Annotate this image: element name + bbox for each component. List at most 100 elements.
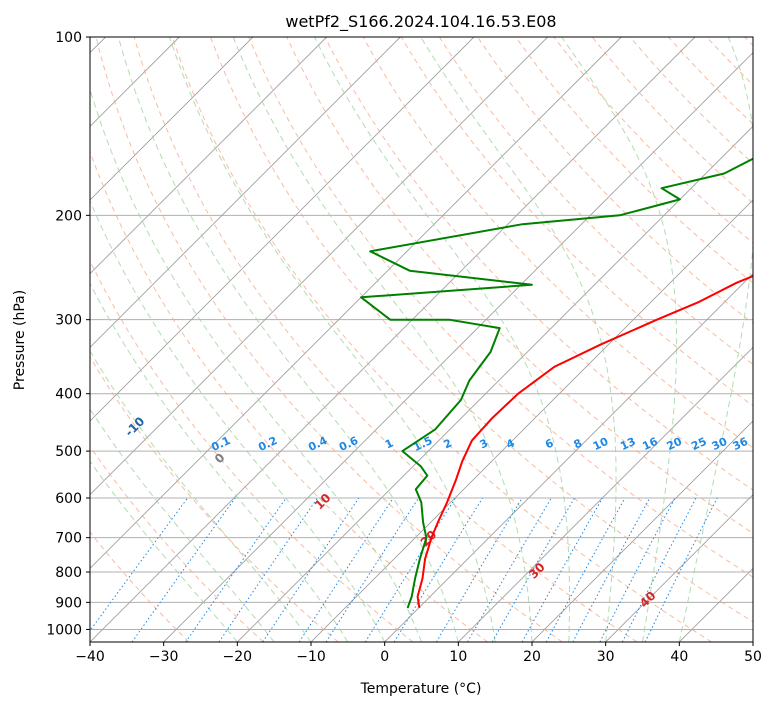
x-tick-label: 0 bbox=[380, 649, 389, 665]
dry-adiabat-line bbox=[133, 37, 638, 642]
y-tick-label: 1000 bbox=[46, 622, 82, 638]
temperature-profile-line bbox=[416, 274, 753, 609]
dry-adiabat-line bbox=[95, 37, 563, 642]
x-axis-ticks: −40 −30 −20 −10 0 10 20 30 40 50 bbox=[75, 642, 762, 665]
isotherm-line bbox=[237, 125, 753, 642]
skewed-isotherms bbox=[90, 37, 753, 642]
moist-adiabat-line bbox=[169, 37, 496, 642]
mixing-ratio-label: 20 bbox=[665, 435, 685, 453]
isotherm-line bbox=[752, 641, 753, 642]
dry-adiabat-line bbox=[400, 37, 753, 407]
mixing-ratio-line bbox=[572, 497, 651, 642]
isotherm-line bbox=[90, 37, 622, 569]
isotherm-line bbox=[679, 567, 753, 642]
mixing-ratio-label: 13 bbox=[618, 435, 637, 453]
moist-adiabat-line bbox=[232, 37, 533, 642]
mixing-ratio-line bbox=[435, 497, 523, 642]
y-tick-label: 400 bbox=[55, 387, 82, 403]
mixing-ratio-line bbox=[393, 497, 483, 642]
mixing-ratio-label: 6 bbox=[543, 436, 556, 451]
dry-adiabat-line bbox=[286, 37, 753, 534]
mixing-ratio-label: 4 bbox=[504, 436, 517, 451]
isotherm-line bbox=[90, 37, 548, 496]
dry-adiabat-line bbox=[90, 445, 264, 642]
moist-adiabats bbox=[90, 37, 753, 642]
dry-adiabats bbox=[90, 37, 753, 642]
isotherm-line bbox=[531, 420, 753, 642]
isotherm-line bbox=[310, 199, 753, 642]
x-tick-label: 50 bbox=[744, 649, 762, 665]
mixing-ratio-line bbox=[218, 497, 318, 642]
y-axis-label: Pressure (hPa) bbox=[12, 290, 28, 390]
moist-adiabat-line bbox=[90, 282, 349, 642]
mixing-ratio-line bbox=[644, 497, 718, 642]
y-tick-label: 900 bbox=[55, 595, 82, 611]
x-tick-label: 30 bbox=[597, 649, 615, 665]
moist-adiabat-line bbox=[90, 199, 386, 642]
mixing-ratio-label: 30 bbox=[710, 435, 730, 453]
moist-adiabat-line bbox=[90, 349, 312, 642]
mixing-ratio-line bbox=[325, 497, 419, 642]
dry-adiabat-line bbox=[515, 37, 753, 284]
pressure-gridlines bbox=[90, 37, 753, 630]
mixing-ratio-label: 1 bbox=[383, 436, 395, 451]
dry-adiabat-line bbox=[324, 37, 753, 491]
dry-adiabat-line bbox=[90, 259, 414, 642]
mixing-ratio-label: 16 bbox=[640, 435, 660, 453]
dry-adiabat-label: 30 bbox=[526, 560, 548, 582]
mixing-ratio-label: 10 bbox=[591, 435, 611, 453]
isotherm-line bbox=[90, 37, 254, 201]
x-axis-label: Temperature (°C) bbox=[360, 681, 482, 697]
moist-adiabat-line bbox=[314, 37, 571, 642]
mixing-ratio-label: 36 bbox=[731, 435, 751, 453]
moist-adiabat-line bbox=[90, 87, 422, 642]
dry-adiabat-line bbox=[553, 37, 753, 244]
isotherm-line bbox=[90, 37, 327, 275]
mixing-ratio-line bbox=[545, 497, 626, 642]
moist-adiabat-line bbox=[678, 37, 753, 642]
y-tick-label: 800 bbox=[55, 565, 82, 581]
dewpoint-profile-line bbox=[360, 157, 753, 609]
moist-adiabat-line bbox=[420, 37, 617, 642]
y-axis-ticks: 100 200 300 400 500 600 700 800 900 1000 bbox=[46, 30, 90, 638]
mixing-ratio-label: 2 bbox=[442, 436, 454, 451]
y-tick-label: 300 bbox=[55, 313, 82, 329]
y-tick-label: 100 bbox=[55, 30, 82, 46]
moist-adiabat-line bbox=[90, 408, 275, 642]
mixing-ratio-line bbox=[90, 497, 189, 632]
y-tick-label: 700 bbox=[55, 531, 82, 547]
mixing-ratio-line bbox=[298, 497, 394, 642]
isotherm-line bbox=[458, 346, 753, 642]
x-tick-label: −20 bbox=[223, 649, 253, 665]
mixing-ratio-line bbox=[131, 497, 236, 642]
plot-frame bbox=[89, 36, 754, 643]
dry-adiabat-line bbox=[438, 37, 753, 365]
dry-adiabat-line bbox=[248, 37, 753, 578]
x-tick-label: 10 bbox=[449, 649, 467, 665]
isotherm-line bbox=[90, 37, 475, 422]
moist-adiabat-line bbox=[561, 37, 678, 642]
mixing-ratio-line bbox=[364, 497, 456, 642]
moist-adiabat-line bbox=[118, 37, 459, 642]
mixing-ratio-lines bbox=[90, 497, 718, 642]
x-tick-label: −10 bbox=[296, 649, 326, 665]
y-tick-label: 600 bbox=[55, 491, 82, 507]
mixing-ratio-line bbox=[621, 497, 697, 642]
dry-adiabat-line bbox=[90, 355, 339, 642]
dry-adiabat-line bbox=[591, 37, 753, 204]
y-tick-label: 500 bbox=[55, 444, 82, 460]
mixing-ratio-label: 25 bbox=[689, 435, 708, 453]
isotherm-line bbox=[384, 273, 753, 642]
x-tick-label: 20 bbox=[523, 649, 541, 665]
isotherm-line bbox=[90, 37, 401, 348]
isotherm-line bbox=[163, 52, 753, 642]
dry-adiabat-line bbox=[744, 37, 753, 47]
mixing-ratio-line bbox=[262, 497, 360, 642]
dry-adiabat-label: -10 bbox=[122, 414, 147, 439]
dry-adiabat-line bbox=[706, 37, 753, 86]
x-tick-label: 40 bbox=[670, 649, 688, 665]
sounding-series bbox=[360, 157, 753, 609]
dry-adiabat-line bbox=[210, 37, 753, 623]
dry-adiabat-line bbox=[90, 531, 190, 642]
